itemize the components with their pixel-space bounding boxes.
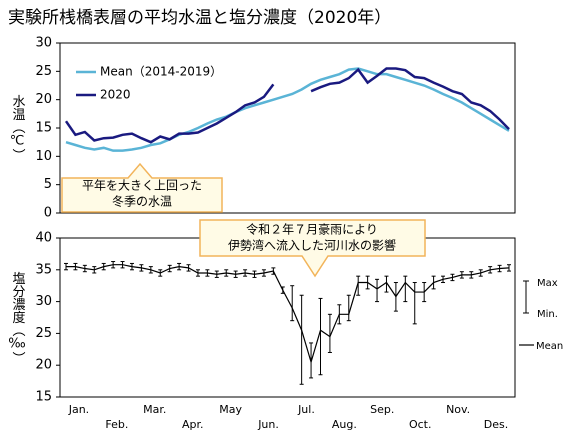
legend-label: 2020 bbox=[100, 88, 131, 102]
x-tick-label: Oct. bbox=[409, 418, 432, 431]
x-tick-label: Nov. bbox=[446, 403, 470, 416]
y-tick-label: 30 bbox=[35, 36, 52, 51]
annotation-text: 伊勢湾へ流入した河川水の影響 bbox=[228, 238, 396, 253]
x-tick-label: Jan. bbox=[68, 403, 89, 416]
plot-frame bbox=[59, 237, 516, 398]
legend-label: Max bbox=[537, 278, 558, 289]
annotation-box bbox=[61, 162, 223, 213]
x-tick-label: Des. bbox=[484, 418, 508, 431]
x-tick-label: May bbox=[219, 403, 242, 416]
y-tick-label: 15 bbox=[35, 390, 52, 405]
line-series bbox=[65, 67, 510, 152]
legend-label: Mean（2014-2019） bbox=[100, 65, 222, 79]
x-tick-label: Feb. bbox=[105, 418, 128, 431]
y-tick-label: 15 bbox=[35, 121, 52, 136]
annotation-box bbox=[199, 219, 426, 278]
y-tick-label: 25 bbox=[35, 64, 52, 79]
annotation-text: 令和２年７月豪雨により bbox=[246, 222, 378, 237]
y-axis-label: 水温（℃） bbox=[10, 95, 26, 162]
y-axis-label: 塩分濃度（‰） bbox=[8, 272, 25, 365]
y-tick-label: 35 bbox=[35, 262, 52, 277]
x-tick-label: Sep. bbox=[370, 403, 394, 416]
legend-label: Min. bbox=[537, 309, 558, 320]
y-tick-label: 10 bbox=[35, 149, 52, 164]
y-tick-label: 5 bbox=[44, 177, 52, 192]
annotation-text: 冬季の水温 bbox=[112, 194, 172, 209]
y-tick-label: 30 bbox=[35, 294, 52, 309]
y-tick-label: 20 bbox=[35, 92, 52, 107]
chart-title: 実験所桟橋表層の平均水温と塩分濃度（2020年） bbox=[8, 8, 391, 28]
x-tick-label: Jun. bbox=[257, 418, 279, 431]
annotation-text: 平年を大きく上回った bbox=[82, 179, 202, 193]
x-tick-label: Mar. bbox=[143, 403, 166, 416]
y-tick-label: 25 bbox=[35, 326, 52, 341]
line-series bbox=[66, 264, 510, 365]
legend-label: Mean bbox=[536, 341, 563, 352]
y-tick-label: 40 bbox=[35, 231, 52, 246]
x-tick-label: Jul. bbox=[297, 403, 315, 416]
y-tick-label: 20 bbox=[35, 358, 52, 373]
x-tick-label: Aug. bbox=[332, 418, 357, 431]
y-tick-label: 0 bbox=[44, 206, 52, 221]
x-tick-label: Apr. bbox=[182, 418, 204, 431]
line-series bbox=[64, 67, 510, 144]
